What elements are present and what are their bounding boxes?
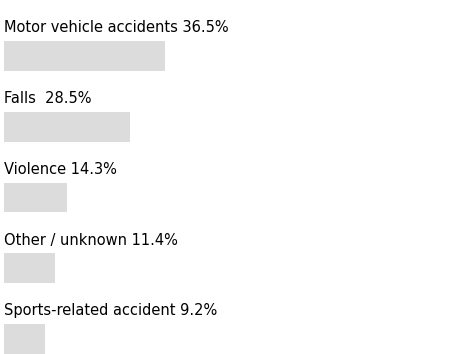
Bar (4, 324, 45, 354)
Text: Violence 14.3%: Violence 14.3% (4, 162, 117, 177)
Text: Falls  28.5%: Falls 28.5% (4, 91, 92, 106)
Text: Other / unknown 11.4%: Other / unknown 11.4% (4, 233, 178, 247)
Bar (4, 183, 67, 212)
Text: Motor vehicle accidents 36.5%: Motor vehicle accidents 36.5% (4, 20, 229, 35)
Bar (4, 253, 55, 283)
Bar (4, 112, 130, 142)
Bar (4, 41, 165, 71)
Text: Sports-related accident 9.2%: Sports-related accident 9.2% (4, 303, 218, 318)
